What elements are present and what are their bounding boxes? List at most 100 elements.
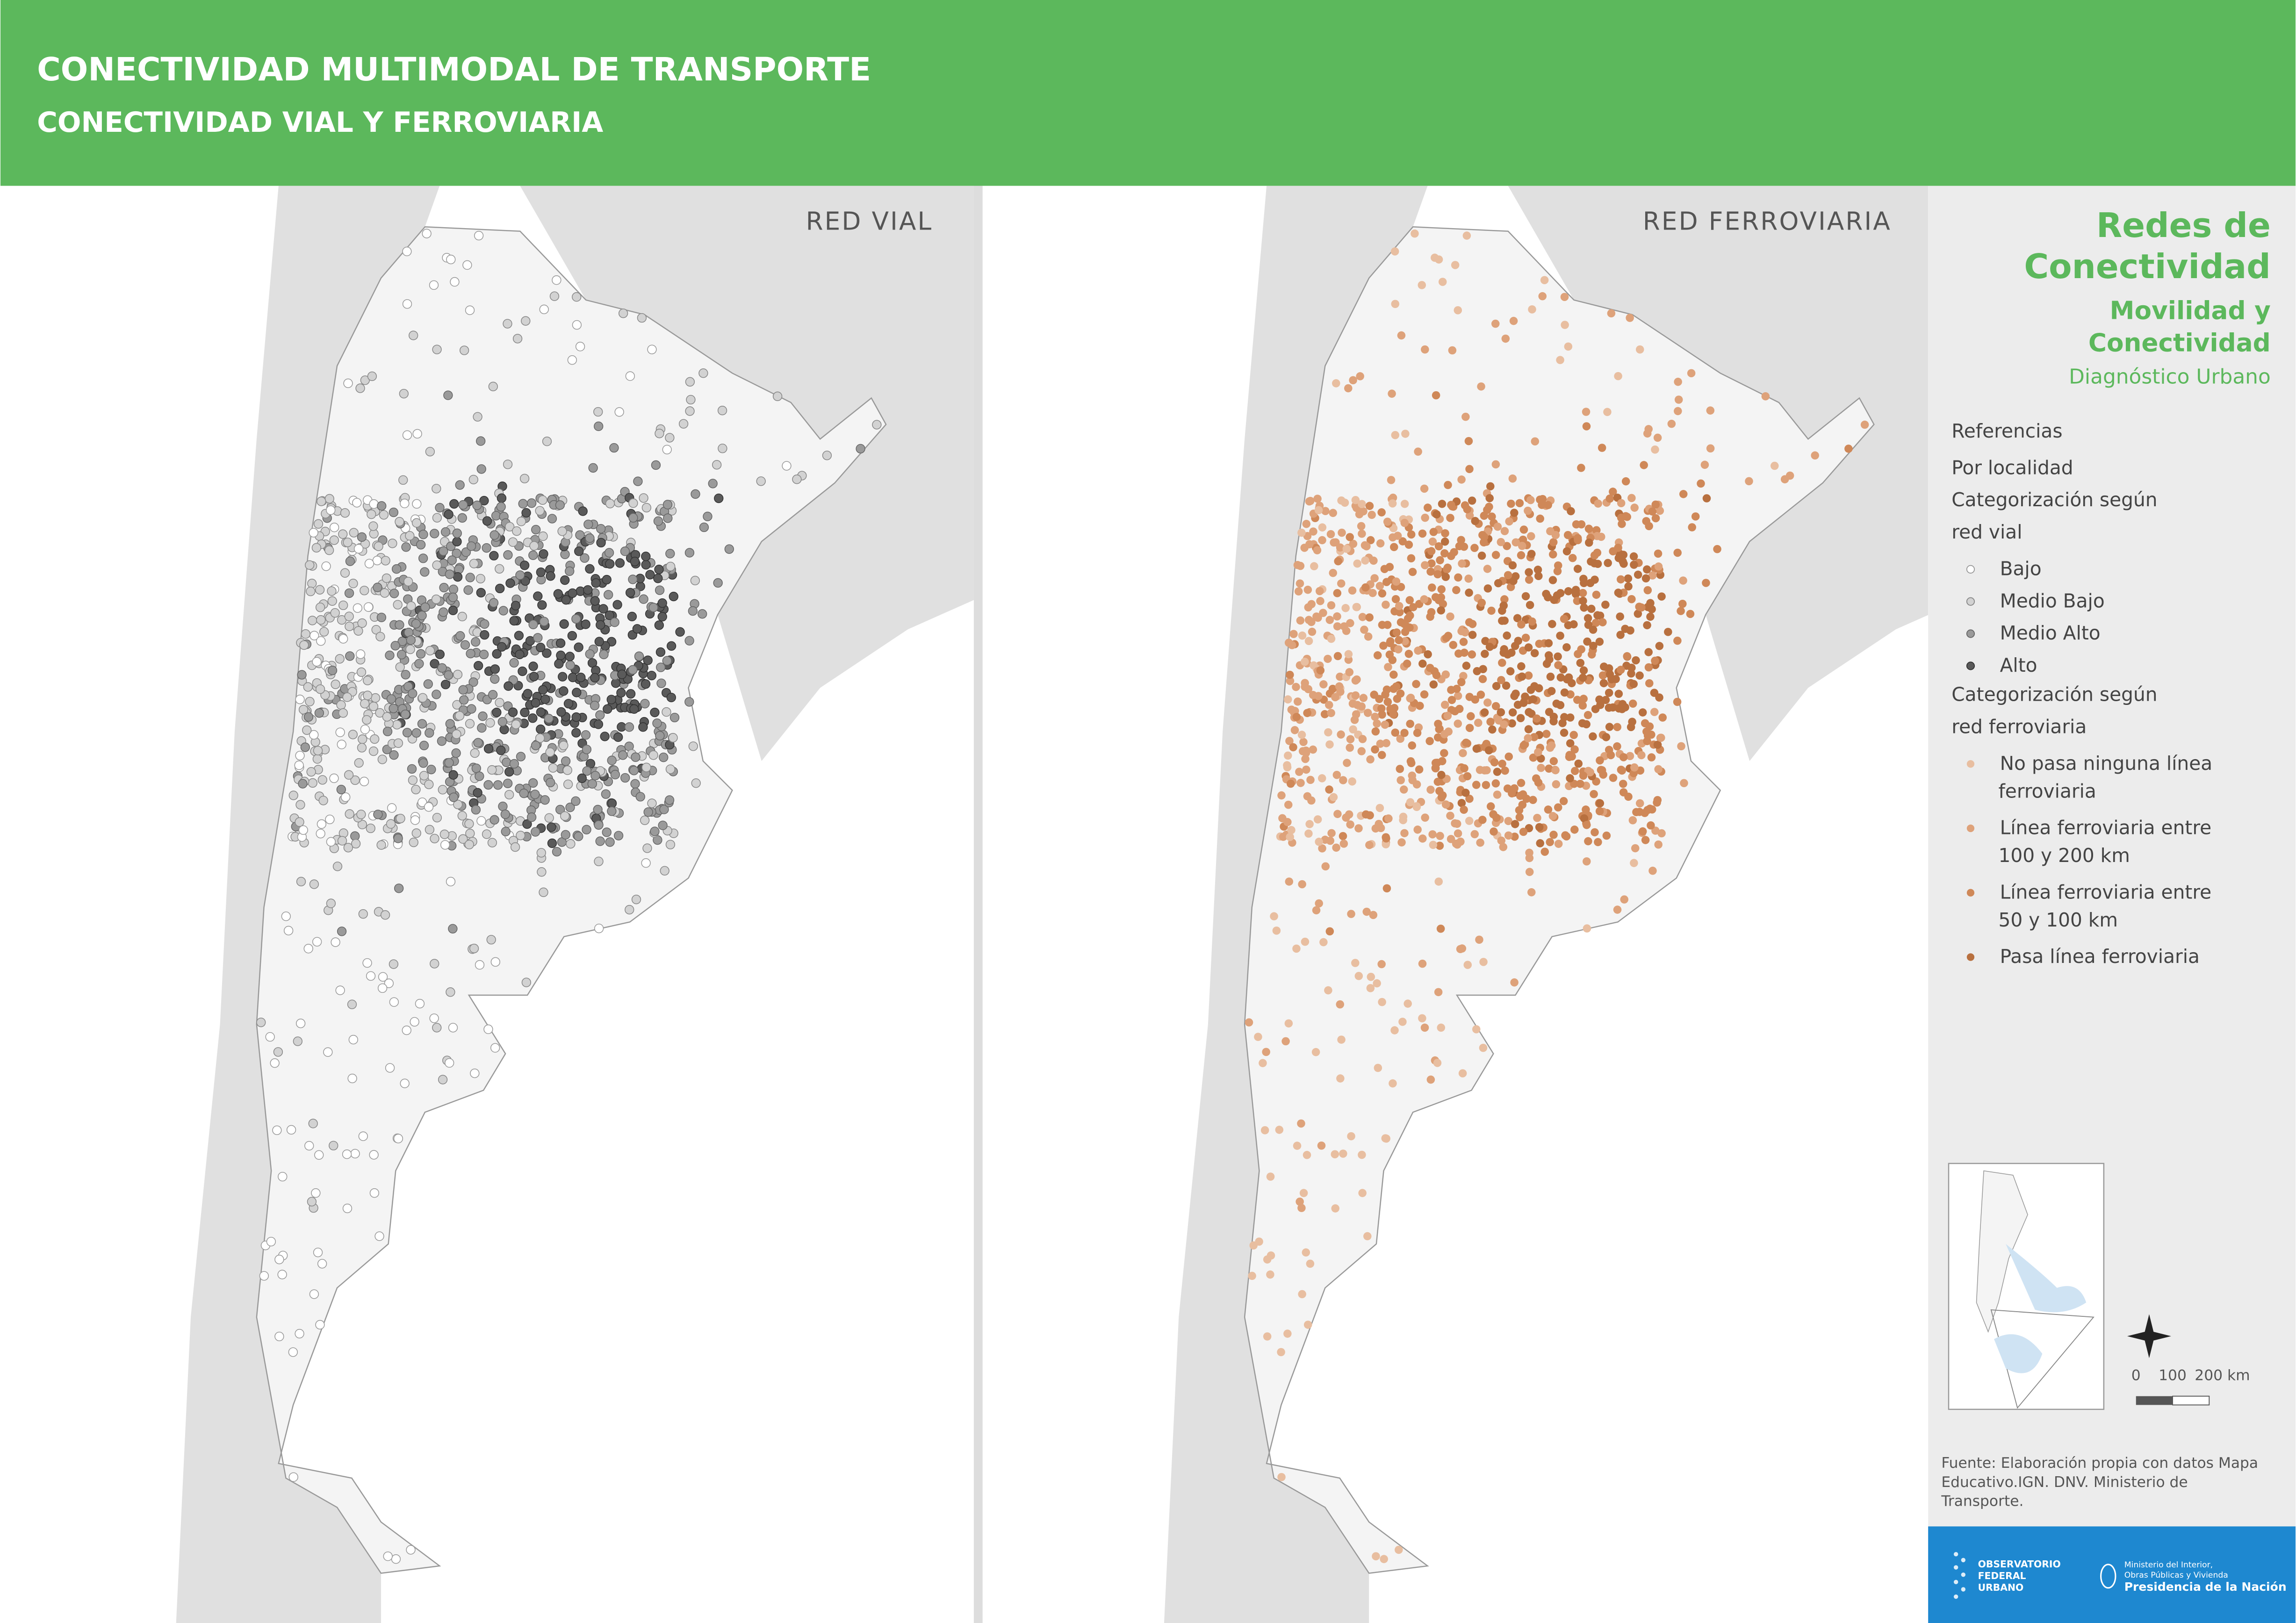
locality-dot	[1371, 745, 1379, 754]
locality-dot	[1620, 895, 1629, 904]
locality-dot	[317, 496, 326, 506]
locality-dot	[1629, 680, 1638, 689]
locality-dot	[371, 625, 381, 635]
locality-dot	[703, 511, 713, 522]
locality-dot	[585, 564, 595, 574]
locality-dot	[641, 679, 651, 689]
locality-dot	[393, 738, 403, 748]
locality-dot	[1260, 1126, 1269, 1135]
locality-dot	[772, 391, 783, 401]
locality-dot	[1407, 554, 1416, 563]
locality-dot	[1673, 548, 1682, 557]
locality-dot	[509, 658, 519, 668]
locality-dot	[401, 542, 411, 552]
locality-dot	[1477, 382, 1485, 391]
locality-dot	[1548, 576, 1557, 584]
locality-dot	[1547, 687, 1556, 696]
locality-dot	[549, 291, 560, 301]
locality-dot	[1376, 740, 1385, 748]
locality-dot	[1534, 748, 1542, 756]
locality-dot	[1454, 691, 1462, 700]
locality-dot	[1447, 501, 1455, 509]
locality-dot	[443, 390, 453, 400]
locality-dot	[1454, 649, 1463, 658]
locality-dot	[518, 666, 527, 676]
locality-dot	[1361, 556, 1369, 565]
locality-dot	[354, 758, 364, 768]
locality-dot	[1284, 695, 1292, 704]
legend-swatch	[1966, 760, 1975, 768]
locality-dot	[473, 412, 482, 422]
locality-dot	[516, 517, 526, 526]
locality-dot	[1349, 725, 1357, 734]
locality-dot	[1654, 562, 1663, 571]
locality-dot	[575, 530, 585, 540]
locality-dot	[1354, 824, 1363, 833]
locality-dot	[295, 800, 305, 810]
locality-dot	[571, 614, 581, 624]
locality-dot	[1527, 532, 1535, 540]
locality-dot	[357, 532, 367, 542]
locality-dot	[1612, 675, 1620, 683]
locality-dot	[452, 528, 462, 539]
locality-dot	[1464, 575, 1473, 583]
locality-dot	[640, 699, 650, 709]
locality-dot	[588, 463, 598, 473]
locality-dot	[309, 879, 319, 889]
locality-dot	[385, 1063, 395, 1073]
locality-dot	[662, 445, 672, 454]
legend-swatch	[1966, 597, 1975, 606]
locality-dot	[596, 524, 606, 534]
locality-dot	[1297, 1119, 1305, 1128]
locality-dot	[610, 618, 619, 627]
locality-dot	[1529, 695, 1538, 704]
locality-dot	[1472, 781, 1481, 789]
locality-dot	[448, 605, 458, 616]
locality-dot	[620, 773, 630, 783]
locality-dot	[660, 866, 669, 876]
locality-dot	[288, 1472, 298, 1482]
locality-dot	[1602, 733, 1611, 741]
sidebar-title: Redes de	[2096, 206, 2271, 245]
locality-dot	[259, 1271, 269, 1281]
locality-dot	[1498, 617, 1506, 625]
locality-dot	[1556, 673, 1565, 682]
locality-dot	[523, 689, 533, 699]
locality-dot	[1503, 542, 1511, 550]
locality-dot	[445, 719, 455, 729]
locality-dot	[1491, 779, 1500, 788]
locality-dot	[1648, 571, 1657, 580]
locality-dot	[368, 521, 378, 531]
locality-dot	[1444, 481, 1452, 489]
locality-dot	[312, 754, 322, 764]
locality-dot	[1283, 818, 1292, 826]
locality-dot	[1458, 944, 1467, 953]
locality-dot	[1491, 551, 1500, 559]
locality-dot	[1534, 778, 1543, 787]
locality-dot	[1300, 544, 1309, 552]
locality-dot	[1357, 747, 1366, 755]
locality-dot	[419, 740, 429, 750]
locality-dot	[459, 695, 469, 705]
locality-dot	[1391, 300, 1400, 309]
locality-dot	[1418, 959, 1427, 968]
locality-dot	[1421, 513, 1429, 522]
locality-dot	[1462, 661, 1471, 670]
locality-dot	[1567, 507, 1575, 516]
locality-dot	[386, 694, 396, 704]
locality-dot	[1460, 764, 1468, 773]
locality-dot	[446, 254, 456, 265]
locality-dot	[1614, 372, 1622, 381]
locality-dot	[1270, 912, 1278, 920]
locality-dot	[580, 553, 590, 563]
locality-dot	[445, 569, 454, 579]
locality-dot	[439, 607, 448, 617]
locality-dot	[502, 757, 511, 767]
locality-dot	[1381, 720, 1389, 729]
locality-dot	[571, 796, 581, 806]
locality-dot	[1527, 550, 1536, 558]
locality-dot	[1521, 592, 1530, 601]
locality-dot	[1632, 808, 1641, 817]
locality-dot	[647, 670, 657, 681]
locality-dot	[1319, 938, 1328, 947]
